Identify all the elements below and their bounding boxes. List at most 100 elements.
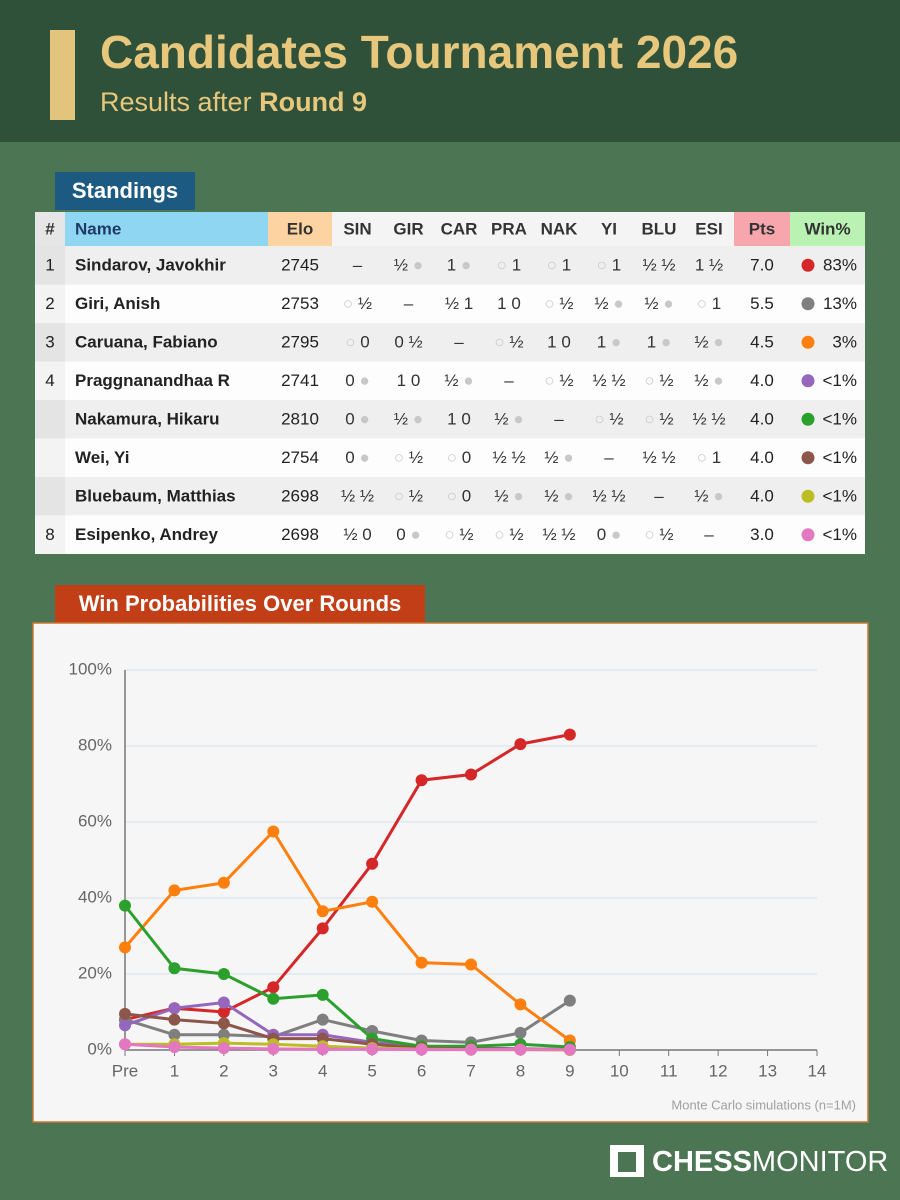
series-line xyxy=(124,999,571,1044)
result-part: ½ xyxy=(494,410,508,429)
series-point xyxy=(267,981,280,994)
result: ½ ● xyxy=(694,487,723,506)
standings-title: Standings xyxy=(72,178,178,203)
result: ½ ● xyxy=(644,294,673,313)
brand-logo-inner xyxy=(618,1152,636,1172)
result-part: – xyxy=(504,371,514,390)
result: ½ ● xyxy=(544,487,573,506)
result: ½ ● xyxy=(494,410,523,429)
series-point xyxy=(267,992,280,1005)
result-part: ○ xyxy=(644,371,654,390)
result: – xyxy=(604,448,614,467)
result-part: 0 xyxy=(396,525,405,544)
series-point xyxy=(514,1043,527,1056)
result: ½ ● xyxy=(444,371,473,390)
rank: 8 xyxy=(45,525,54,544)
chart-title: Win Probabilities Over Rounds xyxy=(79,591,402,616)
result-part: ○ xyxy=(447,487,457,506)
win-dot xyxy=(801,528,815,542)
column-header: GIR xyxy=(393,219,423,238)
result-part: ● xyxy=(355,448,370,467)
result-part: 0 xyxy=(394,333,403,352)
result-part: ½ xyxy=(657,448,676,467)
result-part: ● xyxy=(609,294,624,313)
result-part: ○ xyxy=(697,448,707,467)
win-dot xyxy=(801,374,815,388)
result: ½ ● xyxy=(544,448,573,467)
result: ○ ½ xyxy=(444,525,473,544)
result: – xyxy=(353,256,363,275)
column-header: Win% xyxy=(804,219,850,238)
result-part: ○ xyxy=(394,448,404,467)
win-dot xyxy=(801,412,815,426)
series-line xyxy=(124,1042,570,1052)
rank-cell xyxy=(35,515,65,554)
result-part: 0 xyxy=(345,371,354,390)
result: ½ ● xyxy=(594,294,623,313)
rank-cell xyxy=(35,438,65,477)
result-part: 0 xyxy=(345,448,354,467)
result: 1 0 xyxy=(447,410,471,429)
column-header: Name xyxy=(75,219,121,238)
result: ○ ½ xyxy=(644,371,673,390)
header-cell xyxy=(268,212,332,246)
result-part: ● xyxy=(408,256,423,275)
series-point xyxy=(563,728,576,741)
result: 1 ½ xyxy=(695,256,723,275)
x-tick-label: 6 xyxy=(417,1061,426,1080)
x-tick-label: 4 xyxy=(318,1061,327,1080)
result: 1 ● xyxy=(447,256,471,275)
series-point xyxy=(168,962,181,975)
result: ½ ● xyxy=(394,256,423,275)
y-tick-label: 60% xyxy=(78,811,112,830)
round: Round 9 xyxy=(259,87,367,117)
result-part: ½ xyxy=(707,410,726,429)
result-part: ● xyxy=(709,371,724,390)
series-point xyxy=(366,1043,379,1056)
result: ○ ½ xyxy=(494,333,523,352)
result: ½ ½ xyxy=(642,256,675,275)
win-pct: 3% xyxy=(832,333,857,352)
result-part: 0 xyxy=(507,294,521,313)
result: 1 0 xyxy=(397,371,421,390)
x-tick-label: 3 xyxy=(269,1061,278,1080)
result: 1 ● xyxy=(647,333,671,352)
y-tick-label: 80% xyxy=(78,735,112,754)
result: ○ 1 xyxy=(497,256,521,275)
header-cell xyxy=(35,212,65,246)
rank-cell xyxy=(35,246,65,285)
result-part: ½ xyxy=(492,448,506,467)
win-pct: <1% xyxy=(823,525,858,544)
result-part: ○ xyxy=(544,294,554,313)
column-header: PRA xyxy=(491,219,527,238)
result: ½ ● xyxy=(394,410,423,429)
player-name: Sindarov, Javokhir xyxy=(75,256,226,275)
elo: 2753 xyxy=(281,294,319,313)
rank: 4 xyxy=(45,371,54,390)
result: ½ ● xyxy=(694,371,723,390)
x-tick-label: 5 xyxy=(367,1061,376,1080)
result-part: ● xyxy=(408,410,423,429)
player-name: Esipenko, Andrey xyxy=(75,525,219,544)
result-part: ½ xyxy=(694,371,708,390)
series-line xyxy=(123,829,571,1042)
y-tick-label: 0% xyxy=(87,1039,112,1058)
result-part: ½ xyxy=(642,448,656,467)
result-part: ○ xyxy=(594,410,604,429)
result: ½ ● xyxy=(694,333,723,352)
result-part: ½ xyxy=(694,487,708,506)
series-point xyxy=(415,774,428,787)
result-part: 1 xyxy=(459,294,473,313)
result-part: ● xyxy=(606,333,621,352)
result: ○ 0 xyxy=(447,487,471,506)
result-part: ½ xyxy=(353,294,372,313)
player-name: Giri, Anish xyxy=(75,294,160,313)
column-header: SIN xyxy=(343,219,371,238)
result-part: ½ xyxy=(394,410,408,429)
series-point xyxy=(168,1002,181,1015)
rank-cell xyxy=(35,477,65,516)
rank-cell xyxy=(35,361,65,400)
points: 4.0 xyxy=(750,487,774,506)
result-part: ● xyxy=(406,525,421,544)
